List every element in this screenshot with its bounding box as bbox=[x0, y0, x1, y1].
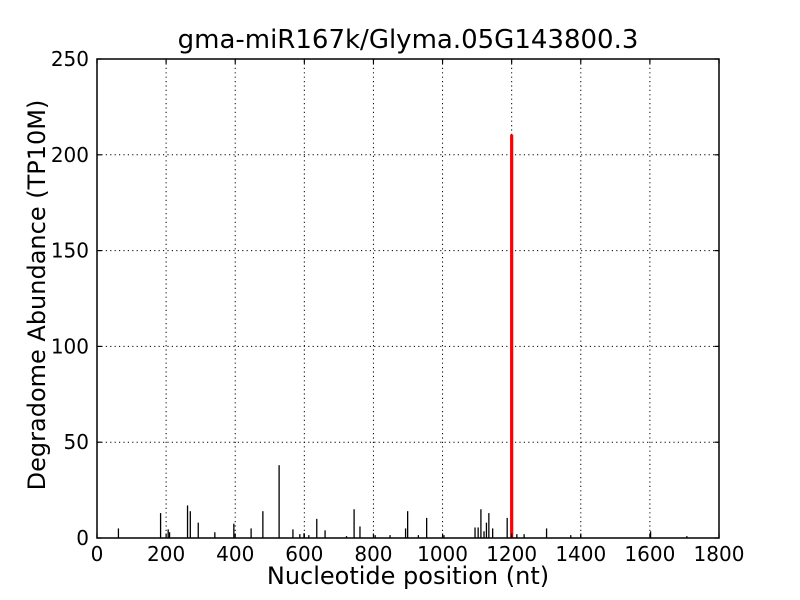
y-tick-label: 50 bbox=[64, 430, 89, 454]
x-tick-label: 600 bbox=[285, 542, 323, 566]
x-tick-label: 800 bbox=[354, 542, 392, 566]
x-tick-label: 200 bbox=[147, 542, 185, 566]
y-axis-label: Degradome Abundance (TP10M) bbox=[23, 99, 51, 491]
x-tick-label: 1800 bbox=[694, 542, 745, 566]
plot-border bbox=[96, 58, 720, 539]
x-tick-label: 0 bbox=[91, 542, 104, 566]
x-tick-label: 1400 bbox=[555, 542, 606, 566]
y-tick-label: 150 bbox=[51, 239, 89, 263]
x-tick-label: 1000 bbox=[417, 542, 468, 566]
y-tick-label: 250 bbox=[51, 47, 89, 71]
chart-title: gma-miR167k/Glyma.05G143800.3 bbox=[177, 25, 639, 55]
y-tick-label: 0 bbox=[76, 526, 89, 550]
x-tick-label: 400 bbox=[216, 542, 254, 566]
y-tick-label: 200 bbox=[51, 143, 89, 167]
x-tick-label: 1600 bbox=[624, 542, 675, 566]
x-tick-label: 1200 bbox=[486, 542, 537, 566]
x-axis-label: Nucleotide position (nt) bbox=[266, 562, 550, 590]
y-tick-label: 100 bbox=[51, 334, 89, 358]
